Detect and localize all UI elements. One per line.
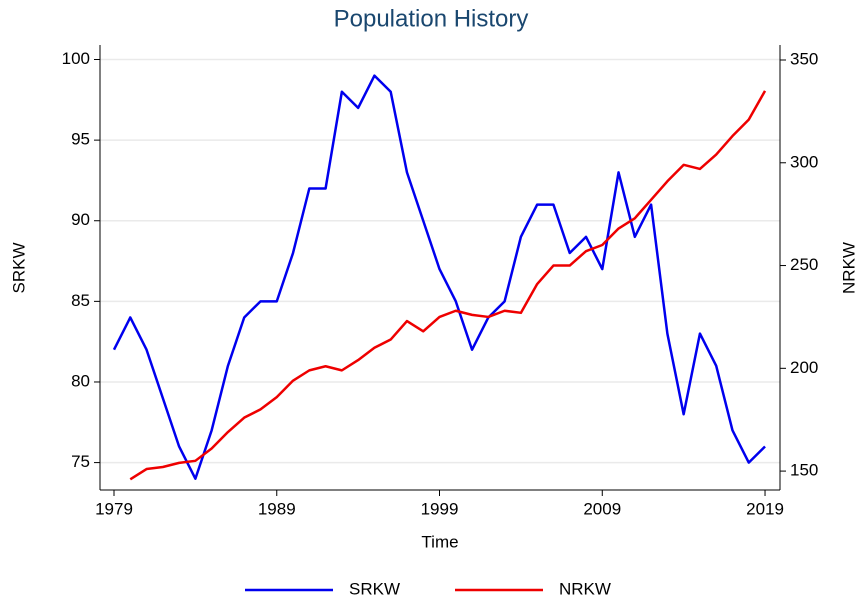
y2-tick-label: 150 [790, 461, 818, 480]
y-axis-label: SRKW [9, 243, 28, 294]
y2-axis-label: NRKW [839, 242, 858, 294]
x-tick-label: 1999 [421, 499, 459, 518]
y-tick-label: 75 [71, 452, 90, 471]
y2-tick-label: 200 [790, 358, 818, 377]
x-tick-label: 2009 [583, 499, 621, 518]
x-axis-label: Time [421, 532, 458, 551]
legend-label: NRKW [559, 579, 611, 598]
y-tick-label: 95 [71, 130, 90, 149]
y-tick-label: 100 [62, 49, 90, 68]
line-series [129, 90, 767, 481]
x-tick-label: 1979 [95, 499, 133, 518]
y2-tick-label: 300 [790, 152, 818, 171]
chart-title: Population History [334, 5, 529, 32]
y2-tick-label: 250 [790, 255, 818, 274]
legend-label: SRKW [349, 579, 400, 598]
x-tick-label: 2019 [746, 499, 784, 518]
x-tick-label: 1989 [258, 499, 296, 518]
line-series [112, 74, 766, 480]
y-tick-label: 85 [71, 291, 90, 310]
y2-tick-label: 350 [790, 49, 818, 68]
y-tick-label: 80 [71, 371, 90, 390]
y-tick-label: 90 [71, 210, 90, 229]
